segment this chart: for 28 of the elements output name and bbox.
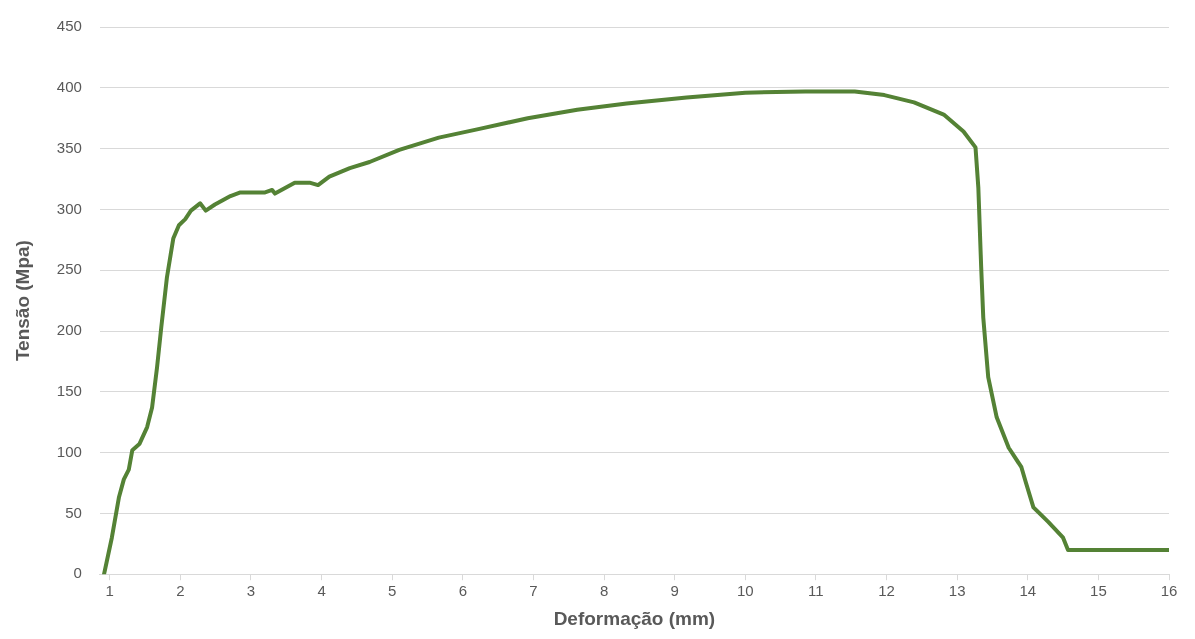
x-tick-label: 1 [105,582,114,600]
x-tick-label: 11 [808,582,824,600]
x-tick-label: 14 [1019,582,1037,600]
y-axis-title: Tensão (Mpa) [11,240,33,362]
x-tick-label: 9 [670,582,679,600]
y-tick-label: 300 [56,199,82,217]
y-tick-label: 200 [56,321,82,339]
x-tick-label: 8 [599,582,609,600]
x-tick-label: 3 [246,582,256,600]
x-tick-label: 5 [388,582,397,600]
x-tick-label: 16 [1160,582,1178,600]
x-tick-label: 7 [529,582,538,600]
y-tick-label: 250 [56,260,82,278]
x-tick-label: 6 [458,582,467,600]
x-tick-label: 2 [176,582,185,600]
y-tick-label: 100 [56,442,82,460]
y-tick-label: 50 [65,503,82,521]
x-tick-label: 12 [878,582,895,600]
y-tick-label: 350 [56,138,82,156]
x-axis-title: Deformação (mm) [553,607,716,629]
x-tick-label: 10 [736,582,754,600]
x-tick-label: 15 [1090,582,1107,600]
y-tick-label: 450 [56,17,82,35]
x-tick-label: 4 [317,582,326,600]
x-tick-label: 13 [948,582,966,600]
y-tick-label: 400 [56,77,82,95]
y-tick-label: 0 [73,564,82,582]
y-tick-label: 150 [56,381,82,399]
